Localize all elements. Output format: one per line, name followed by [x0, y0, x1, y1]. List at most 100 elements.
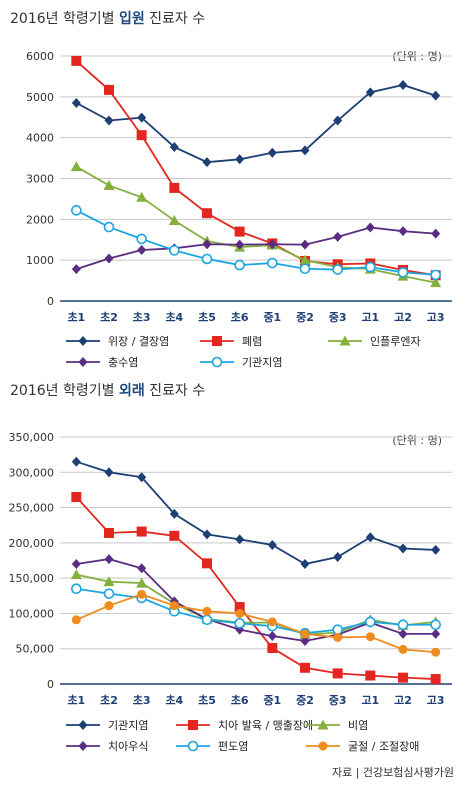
legend-marker [212, 336, 222, 346]
legend-label: 폐렴 [242, 335, 262, 348]
data-point [431, 544, 441, 555]
legend-label: 인플루엔자 [370, 335, 421, 348]
data-point [267, 239, 277, 250]
legend-item: 치아 발육 / 맹출장애 [176, 719, 313, 732]
series-line [76, 226, 436, 271]
y-tick-label: 4000 [26, 132, 54, 145]
data-point [365, 616, 376, 628]
series-line [75, 209, 436, 276]
data-point [104, 253, 114, 264]
legend-item: 비염 [306, 719, 368, 732]
data-point [71, 583, 82, 595]
data-point [300, 635, 310, 646]
data-point [430, 269, 441, 281]
y-tick-label: 350,000 [9, 431, 55, 444]
data-point [137, 244, 147, 255]
data-point [431, 228, 441, 239]
legend-label: 비염 [348, 719, 368, 732]
series-line [76, 460, 436, 565]
data-point [365, 532, 375, 543]
data-point [234, 259, 245, 271]
data-point [169, 245, 180, 256]
data-point [71, 264, 81, 275]
data-point [104, 115, 114, 126]
legend-marker [78, 720, 88, 730]
x-tick-label: 고3 [427, 311, 445, 324]
data-point [398, 543, 408, 554]
data-point [137, 112, 147, 123]
data-point [235, 608, 245, 618]
data-point [71, 205, 82, 216]
data-point [430, 619, 441, 631]
series-line [75, 60, 436, 277]
y-tick-label: 50,000 [16, 643, 55, 656]
data-point [300, 559, 310, 570]
data-point [267, 631, 277, 642]
series-1 [71, 456, 441, 570]
legend-item: 굴절 / 조절장애 [306, 740, 419, 753]
chart1-svg: 0 1000 2000 3000 4000 5000 6000 초1 초2 초3 초4 초5 초6 중1 중… [26, 50, 452, 369]
x-tick-label: 초1 [67, 311, 85, 324]
data-point [365, 87, 375, 98]
legend-marker [211, 356, 223, 368]
data-point [333, 231, 343, 242]
data-point [267, 147, 277, 158]
legend-label: 치아 발육 / 맹출장애 [218, 719, 313, 732]
x-tick-label: 중2 [296, 694, 314, 707]
data-point [235, 534, 245, 545]
x-tick-label: 초4 [165, 311, 183, 324]
data-point [267, 257, 278, 269]
data-point [168, 215, 180, 226]
data-point [234, 226, 245, 237]
data-point [103, 588, 115, 599]
data-point [300, 662, 310, 673]
data-point [71, 491, 82, 502]
series-line [75, 593, 436, 654]
series-6 [71, 589, 441, 657]
legend-label: 충수염 [108, 356, 138, 369]
x-tick-label: 초1 [67, 694, 85, 707]
y-tick-label: 0 [47, 295, 54, 308]
legend-item: 치아우식 [66, 740, 148, 753]
data-point [299, 263, 311, 275]
x-tick-label: 중3 [329, 311, 347, 324]
data-point [365, 261, 376, 273]
data-point [431, 647, 441, 657]
series-line [76, 573, 436, 636]
series-5 [71, 583, 441, 639]
legend-marker [187, 740, 199, 752]
data-point [103, 179, 115, 190]
x-tick-label: 고2 [394, 311, 412, 324]
data-point [398, 79, 408, 90]
x-tick-label: 초6 [231, 311, 249, 324]
data-point [201, 614, 213, 626]
data-point [70, 569, 82, 580]
data-point [267, 643, 278, 654]
data-point [333, 632, 343, 642]
x-tick-label: 중3 [329, 694, 347, 707]
data-point [202, 529, 212, 540]
y-tick-label: 150,000 [9, 572, 55, 585]
legend-item: 기관지염 [200, 356, 282, 369]
data-point [300, 145, 310, 156]
data-point [136, 526, 147, 537]
data-point [202, 239, 212, 250]
data-point [235, 154, 245, 165]
data-point [137, 589, 147, 599]
x-tick-label: 초6 [231, 694, 249, 707]
x-tick-label: 초2 [100, 311, 118, 324]
data-point [397, 267, 409, 278]
series-3 [70, 161, 442, 288]
data-point [397, 619, 409, 631]
y-tick-label: 5000 [26, 91, 54, 104]
legend-item: 편도염 [176, 740, 248, 753]
x-tick-label: 초2 [100, 694, 118, 707]
data-point [235, 239, 245, 250]
series-line [75, 84, 436, 164]
data-point [70, 161, 82, 172]
series-2 [71, 491, 441, 685]
data-point [136, 233, 147, 245]
legend-marker [188, 720, 198, 730]
data-point [169, 508, 179, 519]
x-tick-label: 중1 [263, 694, 281, 707]
